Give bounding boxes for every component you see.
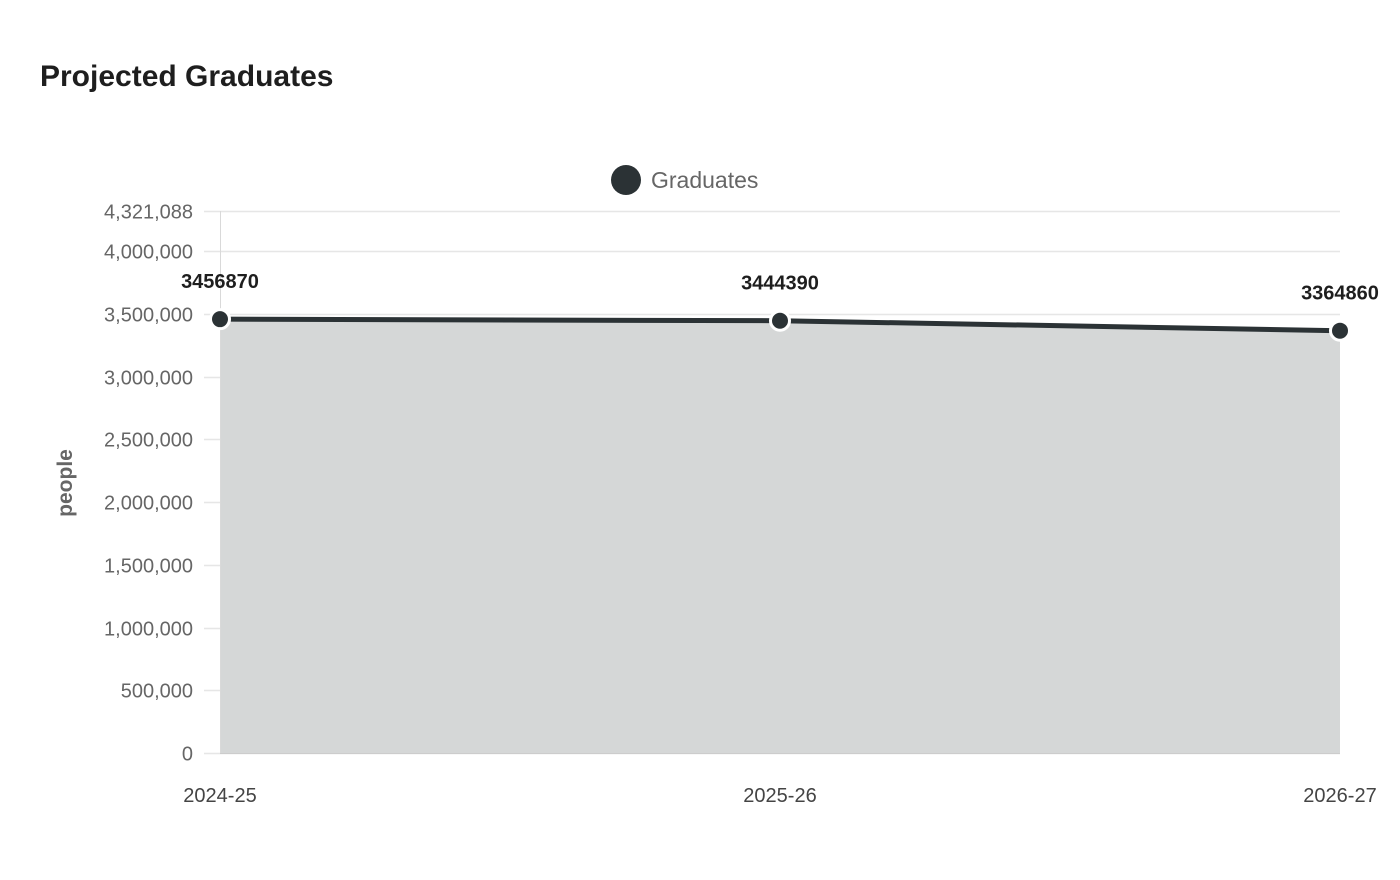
data-point[interactable] — [209, 308, 231, 331]
chart-title: Projected Graduates — [40, 60, 334, 93]
y-axis-label: people — [54, 449, 77, 517]
legend[interactable]: Graduates — [611, 165, 758, 195]
data-points[interactable] — [209, 308, 1351, 342]
legend-marker-icon — [611, 165, 641, 195]
data-label: 3364860 — [1301, 283, 1379, 305]
y-tick-label: 2,500,000 — [104, 430, 193, 452]
area-fill — [220, 319, 1340, 753]
y-tick-label: 500,000 — [121, 681, 193, 703]
y-tick-label: 0 — [182, 744, 193, 766]
y-tick-label: 2,000,000 — [104, 493, 193, 515]
data-label: 3456870 — [181, 271, 259, 293]
data-labels: 3456870 3444390 3364860 — [181, 271, 1379, 305]
x-tick-label: 2026-27 — [1303, 785, 1376, 807]
y-tick-label: 1,500,000 — [104, 556, 193, 578]
y-tick-label: 3,000,000 — [104, 368, 193, 390]
data-point[interactable] — [1329, 319, 1351, 342]
data-label: 3444390 — [741, 273, 819, 295]
y-tick-label: 4,321,088 — [104, 202, 193, 224]
x-axis-ticks: 2024-25 2025-26 2026-27 — [183, 785, 1376, 807]
x-tick-label: 2025-26 — [743, 785, 816, 807]
x-tick-label: 2024-25 — [183, 785, 256, 807]
legend-label: Graduates — [651, 167, 758, 193]
y-tick-label: 4,000,000 — [104, 242, 193, 264]
y-axis-ticks: 0 500,000 1,000,000 1,500,000 2,000,000 2,500… — [104, 202, 193, 766]
y-tick-label: 3,500,000 — [104, 305, 193, 327]
data-point[interactable] — [769, 309, 791, 332]
y-tick-label: 1,000,000 — [104, 619, 193, 641]
